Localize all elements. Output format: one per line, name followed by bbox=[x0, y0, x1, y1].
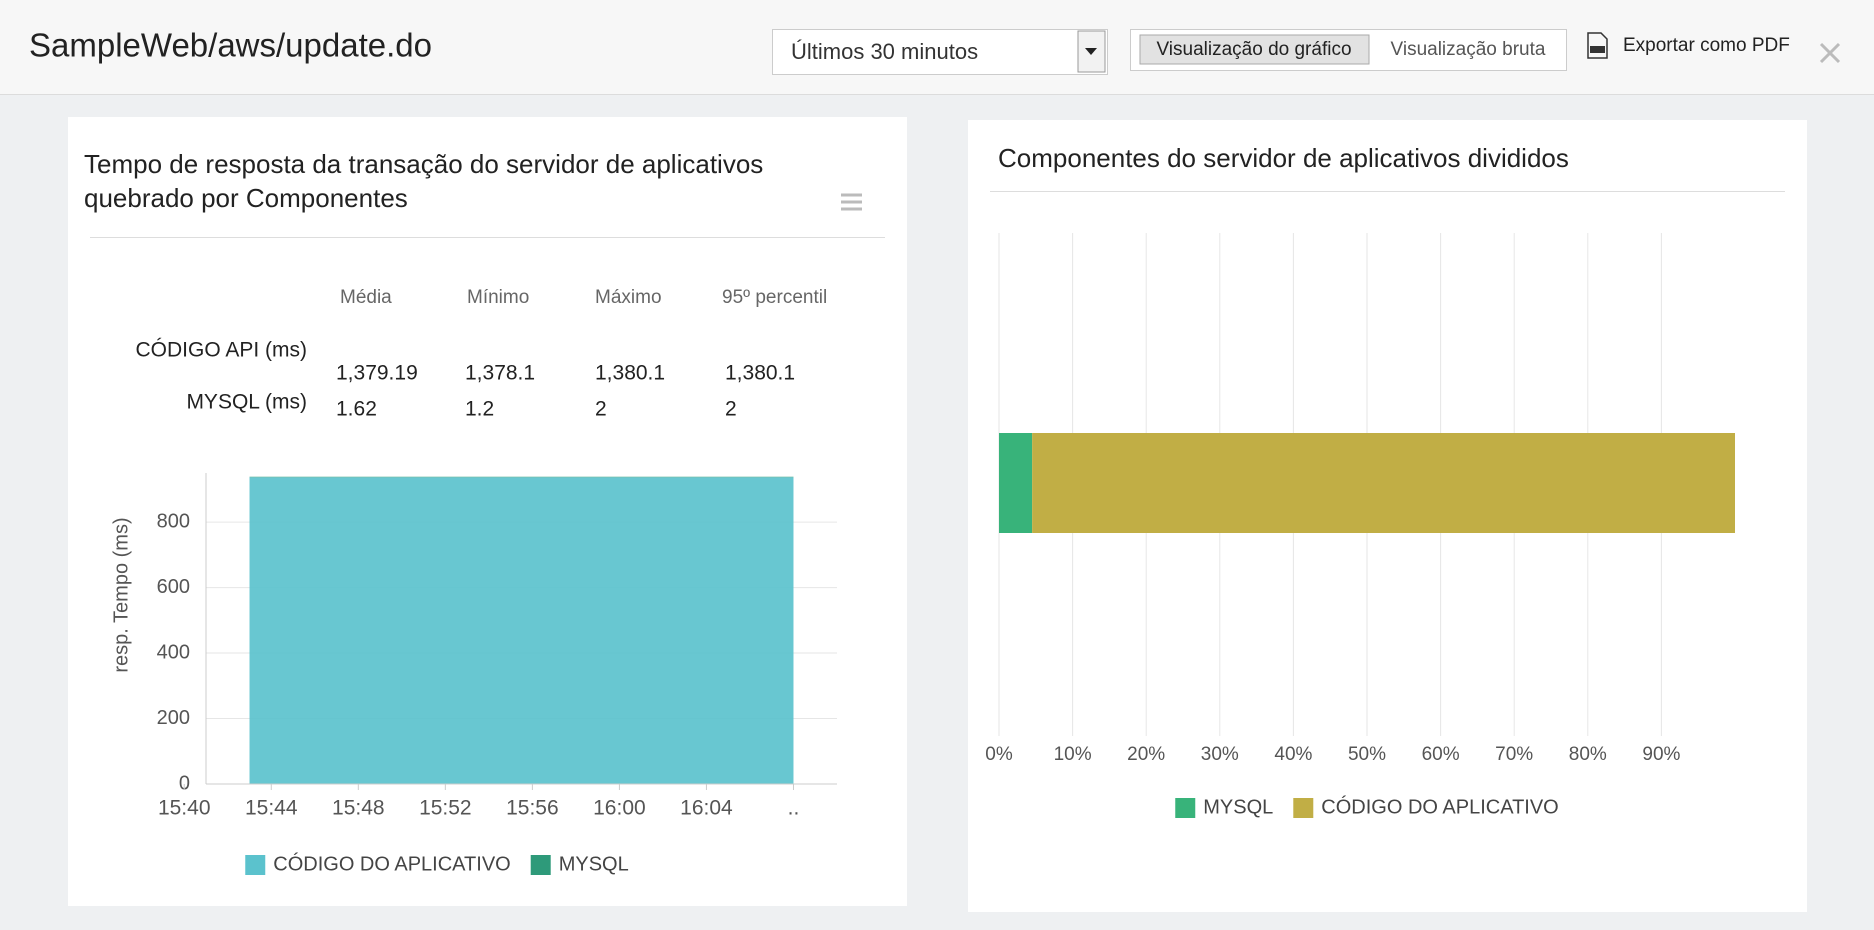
x-tick-label: 70% bbox=[1495, 744, 1533, 765]
x-tick-label: 10% bbox=[1054, 744, 1092, 765]
table-header: 95º percentil bbox=[722, 287, 827, 308]
table-cell: 1.62 bbox=[336, 398, 377, 421]
table-cell: 2 bbox=[725, 398, 737, 421]
y-tick-label: 600 bbox=[157, 576, 190, 598]
x-tick-label: 50% bbox=[1348, 744, 1386, 765]
legend: CÓDIGO DO APLICATIVO MYSQL bbox=[245, 852, 629, 875]
export-link[interactable]: Exportar como PDF bbox=[1623, 35, 1790, 56]
x-tick-label: 15:48 bbox=[332, 797, 385, 820]
y-tick-label: 800 bbox=[157, 510, 190, 532]
view-button[interactable]: Visualização bruta bbox=[1391, 39, 1546, 60]
bar-segment bbox=[999, 433, 1033, 533]
row-label: CÓDIGO API (ms) bbox=[135, 339, 307, 362]
chart-title: Tempo de resposta da transação do servid… bbox=[84, 149, 764, 213]
pdf-icon-shape bbox=[1587, 32, 1608, 59]
y-tick-label: 400 bbox=[157, 641, 190, 663]
table-header: Mínimo bbox=[467, 287, 529, 308]
view-button[interactable]: Visualização do gráfico bbox=[1156, 39, 1351, 60]
select-box[interactable] bbox=[772, 29, 1108, 75]
legend: MYSQL CÓDIGO DO APLICATIVO bbox=[1175, 795, 1559, 818]
time-select[interactable]: Últimos 30 minutos bbox=[772, 29, 1108, 75]
page-title: SampleWeb/aws/update.do bbox=[29, 27, 432, 64]
select-arrow bbox=[1085, 48, 1097, 55]
x-tick-label: 16:04 bbox=[680, 797, 733, 820]
x-tick-label: 16:00 bbox=[593, 797, 646, 820]
legend-swatch bbox=[530, 855, 551, 875]
view-button-active[interactable] bbox=[1139, 34, 1370, 65]
pdf-icon-band bbox=[1590, 46, 1605, 53]
table-cell: 1,379.19 bbox=[336, 362, 418, 385]
y-axis-title: resp. Tempo (ms) bbox=[110, 517, 132, 672]
legend-label: MYSQL bbox=[559, 853, 629, 875]
table-header: Máximo bbox=[595, 287, 662, 308]
x-tick-label: 30% bbox=[1201, 744, 1239, 765]
y-tick-label: 0 bbox=[179, 772, 190, 794]
select-value[interactable]: Últimos 30 minutos bbox=[791, 39, 978, 64]
table-header: Média bbox=[340, 287, 392, 308]
x-tick-label: 40% bbox=[1274, 744, 1312, 765]
x-tick-label: 0% bbox=[985, 744, 1013, 765]
area bbox=[249, 476, 794, 478]
close-stroke bbox=[1819, 42, 1841, 64]
x-tick-label: 80% bbox=[1569, 744, 1607, 765]
legend-label: CÓDIGO DO APLICATIVO bbox=[273, 852, 510, 875]
x-tick-label: 15:56 bbox=[506, 797, 559, 820]
table-cell: 2 bbox=[595, 398, 607, 421]
legend-swatch bbox=[245, 855, 266, 875]
x-tick-label: 15:40 bbox=[158, 797, 211, 820]
table-cell: 1,380.1 bbox=[725, 362, 795, 385]
chart-title: Componentes do servidor de aplicativos d… bbox=[998, 143, 1569, 173]
x-tick-label: 15:44 bbox=[245, 797, 298, 820]
table-cell: 1,378.1 bbox=[465, 362, 535, 385]
bar-segment bbox=[1032, 433, 1735, 533]
area bbox=[249, 477, 794, 784]
x-tick-label: 15:52 bbox=[419, 797, 472, 820]
close-button[interactable] bbox=[1819, 42, 1841, 64]
x-tick-label: 60% bbox=[1422, 744, 1460, 765]
x-tick-label: 20% bbox=[1127, 744, 1165, 765]
x-tick-label: 90% bbox=[1642, 744, 1680, 765]
panel-menu[interactable] bbox=[841, 193, 862, 211]
legend-label: CÓDIGO DO APLICATIVO bbox=[1321, 795, 1558, 818]
legend-swatch bbox=[1293, 798, 1314, 818]
legend-label: MYSQL bbox=[1203, 796, 1273, 818]
x-tick-label: .. bbox=[788, 797, 800, 820]
legend-swatch bbox=[1175, 798, 1196, 818]
pdf-icon[interactable] bbox=[1587, 32, 1608, 59]
y-tick-label: 200 bbox=[157, 707, 190, 729]
row-label: MYSQL (ms) bbox=[186, 391, 307, 414]
table-cell: 1,380.1 bbox=[595, 362, 665, 385]
table-cell: 1.2 bbox=[465, 398, 494, 421]
